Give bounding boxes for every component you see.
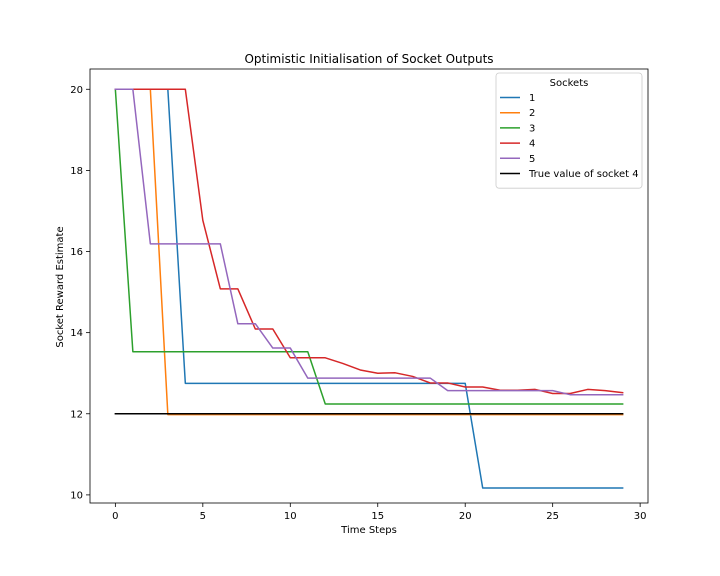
x-tick-label: 5 xyxy=(200,511,206,522)
y-tick-label: 14 xyxy=(70,328,83,339)
x-tick-label: 30 xyxy=(634,511,647,522)
x-tick-label: 25 xyxy=(546,511,559,522)
series-line-2 xyxy=(114,88,624,416)
legend-label-5: 5 xyxy=(529,154,535,165)
y-axis-label: Socket Reward Estimate xyxy=(55,226,66,347)
legend-label-6: True value of socket 4 xyxy=(528,169,639,180)
legend-label-2: 2 xyxy=(529,108,535,119)
series-line-5 xyxy=(114,88,624,396)
chart-title: Optimistic Initialisation of Socket Outp… xyxy=(244,52,493,66)
y-tick-label: 16 xyxy=(70,247,83,258)
y-tick-label: 12 xyxy=(70,409,83,420)
axes-frame xyxy=(89,68,649,504)
x-tick-label: 10 xyxy=(284,511,297,522)
legend-box xyxy=(495,72,643,189)
y-tick-label: 18 xyxy=(70,166,83,177)
series-line-1 xyxy=(114,88,624,489)
x-tick-label: 0 xyxy=(112,511,118,522)
x-tick-label: 15 xyxy=(371,511,384,522)
legend-title: Sockets xyxy=(550,78,589,89)
series-line-3 xyxy=(114,88,624,405)
legend-label-1: 1 xyxy=(529,93,535,104)
plot-area: 0 5 10 15 20 25 30101214161820Sockets12345True… xyxy=(70,68,649,522)
x-tick-label: 20 xyxy=(459,511,472,522)
x-axis-label: Time Steps xyxy=(340,525,397,536)
legend-label-3: 3 xyxy=(529,123,535,134)
y-tick-label: 10 xyxy=(70,490,83,501)
y-tick-label: 20 xyxy=(70,85,83,96)
legend-label-4: 4 xyxy=(529,139,535,150)
